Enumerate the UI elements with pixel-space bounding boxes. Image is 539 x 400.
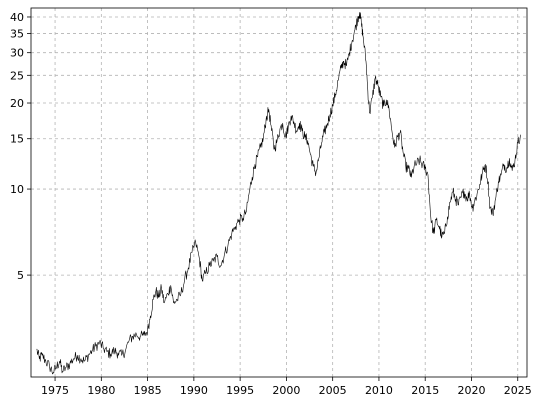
y-tick-label: 35: [10, 28, 24, 41]
x-tick-label: 2005: [319, 384, 347, 397]
x-tick-label: 1995: [226, 384, 254, 397]
y-tick-label: 20: [10, 97, 24, 110]
x-tick-label: 2025: [504, 384, 532, 397]
y-tick-label: 15: [10, 133, 24, 146]
y-tick-label: 25: [10, 69, 24, 82]
y-tick-label: 40: [10, 11, 24, 24]
x-tick-label: 2000: [272, 384, 300, 397]
x-tick-label: 2010: [365, 384, 393, 397]
x-tick-label: 1990: [180, 384, 208, 397]
x-tick-label: 2020: [457, 384, 485, 397]
grid-lines: [31, 8, 527, 377]
y-tick-label: 10: [10, 183, 24, 196]
y-tick-label: 5: [17, 269, 24, 282]
plot-frame: [30, 7, 528, 378]
axis-ticks: [27, 16, 519, 381]
x-tick-label: 2015: [411, 384, 439, 397]
x-tick-label: 1985: [134, 384, 162, 397]
x-tick-label: 1975: [41, 384, 69, 397]
series-layer: [36, 12, 521, 375]
x-tick-label: 1980: [87, 384, 115, 397]
y-tick-label: 30: [10, 47, 24, 60]
price-series-line: [36, 12, 521, 375]
tick-labels: 1975 1980 1985 1990 1995 2000 2005 2010 2015 2020…: [10, 11, 532, 397]
